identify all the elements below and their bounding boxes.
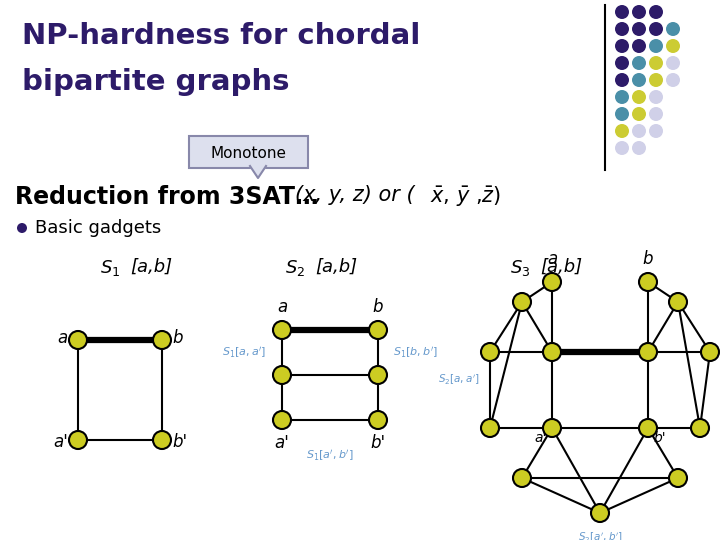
Text: a': a' (535, 431, 547, 445)
Circle shape (153, 431, 171, 449)
Circle shape (17, 223, 27, 233)
Circle shape (632, 5, 646, 19)
Text: $S_3$: $S_3$ (510, 258, 531, 278)
Text: [a,b]: [a,b] (315, 258, 357, 276)
Circle shape (273, 411, 291, 429)
Circle shape (153, 331, 171, 349)
Circle shape (543, 273, 561, 291)
Circle shape (369, 366, 387, 384)
Circle shape (615, 5, 629, 19)
Text: (x, y, z) or (: (x, y, z) or ( (295, 185, 415, 205)
Circle shape (632, 56, 646, 70)
Circle shape (639, 419, 657, 437)
Text: b: b (172, 329, 182, 347)
Circle shape (649, 107, 663, 121)
Circle shape (543, 343, 561, 361)
Circle shape (639, 273, 657, 291)
Circle shape (615, 56, 629, 70)
Circle shape (69, 331, 87, 349)
Circle shape (701, 343, 719, 361)
Circle shape (691, 419, 709, 437)
Circle shape (632, 107, 646, 121)
Circle shape (615, 90, 629, 104)
Circle shape (543, 419, 561, 437)
Text: $S_1$: $S_1$ (100, 258, 120, 278)
Circle shape (591, 504, 609, 522)
Circle shape (649, 56, 663, 70)
Text: b: b (373, 298, 383, 316)
Circle shape (273, 321, 291, 339)
Circle shape (615, 22, 629, 36)
Circle shape (632, 22, 646, 36)
Circle shape (615, 141, 629, 155)
Text: a': a' (53, 433, 68, 451)
Circle shape (649, 39, 663, 53)
Circle shape (666, 56, 680, 70)
Circle shape (632, 39, 646, 53)
Text: Reduction from 3SAT…: Reduction from 3SAT… (15, 185, 319, 209)
Circle shape (649, 124, 663, 138)
Text: NP-hardness for chordal: NP-hardness for chordal (22, 22, 420, 50)
Text: a: a (547, 250, 557, 268)
Circle shape (513, 469, 531, 487)
Text: b': b' (172, 433, 187, 451)
Circle shape (632, 90, 646, 104)
Circle shape (615, 107, 629, 121)
Circle shape (273, 366, 291, 384)
Text: b': b' (653, 431, 665, 445)
Polygon shape (250, 166, 266, 178)
Circle shape (669, 469, 687, 487)
Circle shape (649, 73, 663, 87)
Circle shape (632, 141, 646, 155)
Circle shape (369, 411, 387, 429)
Circle shape (666, 22, 680, 36)
Circle shape (615, 39, 629, 53)
Circle shape (649, 5, 663, 19)
Circle shape (649, 90, 663, 104)
Circle shape (615, 73, 629, 87)
Circle shape (615, 124, 629, 138)
Circle shape (481, 343, 499, 361)
Text: b: b (643, 250, 653, 268)
Circle shape (69, 431, 87, 449)
Circle shape (632, 124, 646, 138)
Circle shape (669, 293, 687, 311)
Text: [a,b]: [a,b] (130, 258, 172, 276)
Text: Basic gadgets: Basic gadgets (35, 219, 161, 237)
Text: $S_1[a,a']$: $S_1[a,a']$ (222, 345, 266, 360)
Text: b': b' (370, 434, 386, 452)
Text: $\bar{x}$, $\bar{y}$ ,$\bar{z}$): $\bar{x}$, $\bar{y}$ ,$\bar{z}$) (430, 185, 501, 209)
FancyBboxPatch shape (189, 136, 307, 168)
Text: $S_2$: $S_2$ (285, 258, 305, 278)
Text: bipartite graphs: bipartite graphs (22, 68, 289, 96)
Circle shape (481, 419, 499, 437)
Circle shape (649, 22, 663, 36)
Text: Monotone: Monotone (210, 145, 286, 160)
Text: $S_1[b,b']$: $S_1[b,b']$ (393, 345, 438, 360)
Text: $S_2[a',b']$: $S_2[a',b']$ (577, 531, 623, 540)
Circle shape (369, 321, 387, 339)
Circle shape (666, 39, 680, 53)
Text: [a,b]: [a,b] (540, 258, 582, 276)
Text: a: a (58, 329, 68, 347)
Text: $S_1[a',b']$: $S_1[a',b']$ (306, 448, 354, 463)
Circle shape (666, 73, 680, 87)
Text: a: a (277, 298, 287, 316)
Circle shape (632, 73, 646, 87)
Circle shape (513, 293, 531, 311)
Circle shape (639, 343, 657, 361)
Text: $S_2[a,a']$: $S_2[a,a']$ (438, 373, 480, 387)
Text: a': a' (274, 434, 289, 452)
